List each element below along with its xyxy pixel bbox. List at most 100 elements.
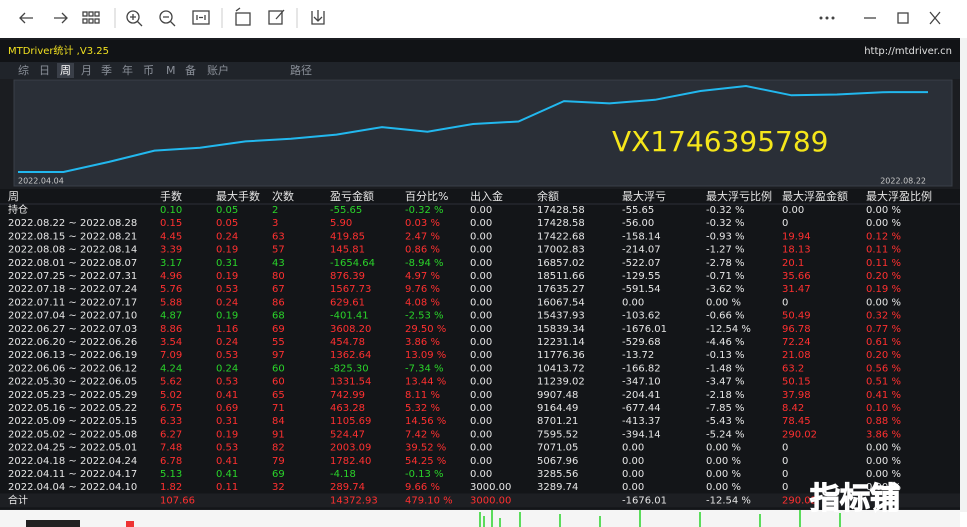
cell: 39.52 % (405, 443, 446, 454)
total-label: 合计 (8, 493, 28, 506)
cell: 0.00 (622, 469, 644, 480)
cell: 3289.74 (537, 482, 578, 493)
cell: 1362.64 (330, 350, 371, 361)
tab[interactable]: 路径 (290, 64, 312, 77)
close-button[interactable] (929, 11, 941, 25)
cell: 11239.02 (537, 377, 585, 388)
cell: 463.28 (330, 403, 365, 414)
tabs: 综日周月季年币 M 备账户 路径 (18, 63, 312, 78)
cell: -13.72 (622, 350, 654, 361)
maximize-button[interactable] (897, 12, 909, 24)
tab[interactable]: 年 (122, 63, 133, 77)
cell: 0.00 (470, 231, 492, 242)
rotate-button[interactable] (235, 7, 251, 26)
tab[interactable]: 季 (101, 64, 112, 77)
cell: -4.18 (330, 469, 356, 480)
cell: 0.00 (470, 377, 492, 388)
back-button[interactable] (19, 12, 33, 24)
cell: 0.00 (470, 218, 492, 229)
table-area (0, 189, 960, 509)
tab[interactable]: 日 (39, 64, 50, 77)
cell: 0.11 (216, 482, 238, 493)
cell: -7.34 % (405, 363, 444, 374)
tab[interactable]: 月 (81, 64, 92, 77)
cell: -204.41 (622, 390, 661, 401)
cell: 0.00 (622, 297, 644, 308)
cell: 0.00 (782, 205, 804, 216)
cell: 0.00 % (866, 443, 901, 454)
cell: 12231.14 (537, 337, 585, 348)
cell: -529.68 (622, 337, 661, 348)
cell: 0.00 (622, 482, 644, 493)
cell: 3 (272, 218, 278, 229)
site-watermark: 指标铺 (810, 482, 900, 517)
cell: 0.31 (216, 416, 238, 427)
cell: -1654.64 (330, 258, 375, 269)
tab[interactable]: 周 (60, 64, 71, 77)
cell: 0.00 % (706, 456, 741, 467)
tab[interactable]: 备 (185, 63, 196, 77)
cell: 5.62 (160, 377, 182, 388)
chart-area (13, 79, 953, 187)
row-label: 2022.07.18 ~ 2022.07.24 (8, 284, 137, 295)
cell: -129.55 (622, 271, 661, 282)
forward-button[interactable] (54, 12, 68, 24)
more-button[interactable] (819, 16, 835, 20)
row-label: 2022.06.20 ~ 2022.06.26 (8, 337, 137, 348)
row-label: 2022.08.08 ~ 2022.08.14 (8, 245, 137, 256)
cell: 19.94 (782, 231, 811, 242)
cell: -12.54 % (706, 324, 751, 335)
cell: 0.00 % (866, 456, 901, 467)
chart-watermark: VX1746395789 (612, 125, 828, 158)
cell: 72.24 (782, 337, 811, 348)
cell: -347.10 (622, 377, 661, 388)
tab[interactable]: M (166, 64, 176, 77)
row-label: 2022.04.25 ~ 2022.05.01 (8, 443, 137, 454)
active-tab-bg (57, 63, 74, 78)
fit-button[interactable] (192, 10, 210, 25)
column-header: 手数 (160, 189, 182, 203)
balance-line (18, 84, 929, 173)
cell: 69 (272, 469, 285, 480)
cell: 16857.02 (537, 258, 585, 269)
edit-button[interactable] (268, 9, 285, 25)
cell: 5.32 % (405, 403, 440, 414)
cell: 5.90 (330, 218, 352, 229)
stats-table: 周 手数 最大手数 次数 盈亏金额 百分比% 出入金 余额 最大浮亏 最大浮亏比例 最大浮盈金额 最大… (0, 189, 960, 508)
grid-button[interactable] (82, 11, 100, 24)
row-label: 2022.08.01 ~ 2022.08.07 (8, 258, 137, 269)
cell: 0.56 % (866, 363, 901, 374)
cell: 78.45 (782, 416, 811, 427)
row-label: 持仓 (8, 203, 28, 216)
cell: -55.65 (330, 205, 362, 216)
tab[interactable]: 综 (18, 63, 29, 77)
zoom-in-button[interactable] (126, 10, 143, 27)
url[interactable]: http://mtdriver.cn (864, 46, 952, 57)
save-button[interactable] (311, 10, 325, 25)
row-label: 2022.04.18 ~ 2022.04.24 (8, 456, 137, 467)
tab[interactable]: 币 (143, 64, 154, 77)
cell: 8.86 (160, 324, 182, 335)
cell: 7.48 (160, 443, 182, 454)
tab[interactable]: 账户 (207, 63, 229, 77)
cell: 68 (272, 311, 285, 322)
cell: 0.00 (470, 469, 492, 480)
cell: 0.00 (470, 245, 492, 256)
cell: 0.86 % (405, 245, 440, 256)
cell: -158.14 (622, 231, 661, 242)
cell: 9.66 % (405, 482, 440, 493)
cell: 60 (272, 377, 285, 388)
cell: 0.19 (216, 245, 238, 256)
cell: 3000.00 (470, 482, 511, 493)
cell: 290.02 (782, 429, 817, 440)
cell: 0.11 % (866, 258, 901, 269)
zoom-out-button[interactable] (159, 10, 176, 27)
cell: 57 (272, 245, 285, 256)
cell: -401.41 (330, 311, 369, 322)
cell: 0.00 % (866, 482, 901, 493)
cell: 32 (272, 482, 285, 493)
cell: 0.24 (216, 231, 238, 242)
cell: 4.97 % (405, 271, 440, 282)
cell: 17002.83 (537, 245, 585, 256)
